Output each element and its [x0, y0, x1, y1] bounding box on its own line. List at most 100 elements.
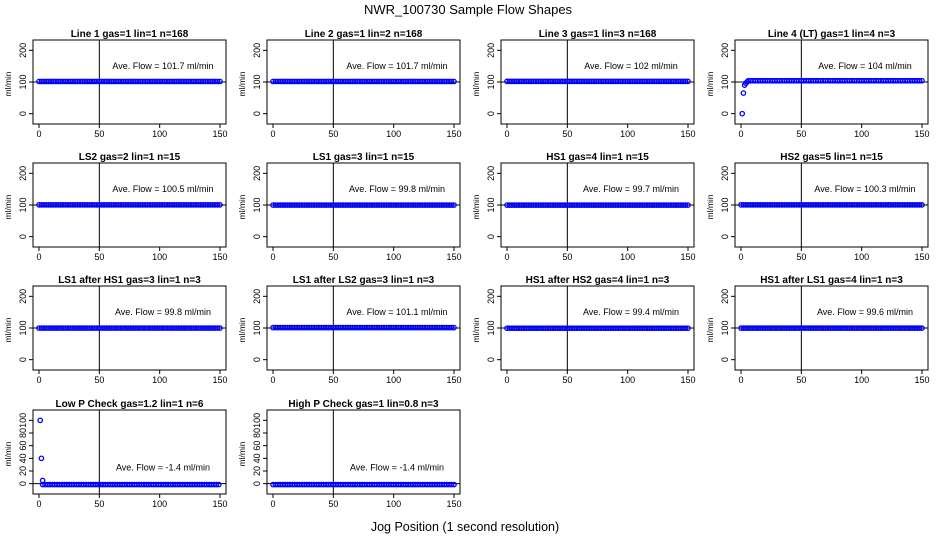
x-tick-label: 0	[270, 129, 275, 139]
x-tick-label: 0	[36, 129, 41, 139]
y-axis-label: ml/min	[705, 317, 715, 342]
average-flow-annotation: Ave. Flow = 100.5 ml/min	[112, 184, 213, 194]
x-tick-label: 150	[212, 252, 227, 262]
figure-xlabel: Jog Position (1 second resolution)	[371, 520, 559, 534]
y-tick-label: 0	[252, 234, 262, 239]
x-tick-label: 100	[620, 129, 635, 139]
panel-9: LS1 after HS1 gas=3 lin=1 n=3 0 100 200 0 50 1…	[3, 275, 228, 385]
x-tick-label: 50	[562, 129, 572, 139]
x-tick-label: 50	[94, 129, 104, 139]
figure-title: NWR_100730 Sample Flow Shapes	[364, 2, 573, 17]
y-tick-label: 200	[18, 289, 28, 304]
x-tick-label: 100	[152, 499, 167, 509]
x-tick-label: 0	[270, 375, 275, 385]
x-tick-label: 100	[854, 129, 869, 139]
data-point	[685, 202, 691, 208]
y-tick-label: 200	[18, 43, 28, 58]
y-axis-label: ml/min	[471, 194, 481, 219]
x-tick-label: 100	[152, 129, 167, 139]
y-tick-label: 100	[252, 197, 262, 212]
y-axis-label: ml/min	[3, 71, 13, 96]
data-point	[214, 201, 221, 208]
x-tick-label: 100	[386, 129, 401, 139]
y-tick-label: 0	[486, 111, 496, 116]
y-tick-label: 80	[18, 428, 28, 438]
x-tick-label: 150	[212, 129, 227, 139]
x-tick-label: 0	[504, 375, 509, 385]
average-flow-annotation: Ave. Flow = 99.4 ml/min	[583, 307, 679, 317]
x-tick-label: 50	[328, 499, 338, 509]
x-tick-label: 150	[680, 375, 695, 385]
x-tick-label: 50	[562, 252, 572, 262]
average-flow-annotation: Ave. Flow = 99.6 ml/min	[817, 307, 913, 317]
data-point	[448, 78, 455, 85]
panel-title: LS1 after LS2 gas=3 lin=1 n=3	[293, 275, 435, 286]
x-tick-label: 0	[270, 252, 275, 262]
data-point	[215, 481, 222, 488]
y-axis-label: ml/min	[3, 194, 13, 219]
data-point	[451, 481, 457, 488]
average-flow-annotation: Ave. Flow = -1.4 ml/min	[116, 463, 210, 473]
x-tick-label: 50	[796, 129, 806, 139]
x-tick-label: 150	[914, 129, 929, 139]
data-point	[214, 78, 221, 85]
y-axis-label: ml/min	[705, 194, 715, 219]
panel-title: HS1 after LS1 gas=4 lin=1 n=3	[760, 275, 903, 286]
panel-2: Line 2 gas=1 lin=2 n=168 0 100 200 0 50 100 150…	[237, 29, 462, 139]
x-tick-label: 150	[212, 499, 227, 509]
panel-6: LS1 gas=3 lin=1 n=15 0 100 200 0 50 100 150 ml/m…	[237, 152, 462, 262]
data-point	[451, 324, 457, 331]
panel-3: Line 3 gas=1 lin=3 n=168 0 100 200 0 50 100 150…	[471, 29, 696, 139]
panel-5: LS2 gas=2 lin=1 n=15 0 100 200 0 50 100 150 ml/m…	[3, 152, 228, 262]
data-point	[38, 455, 45, 462]
panel-12: HS1 after LS1 gas=4 lin=1 n=3 0 100 200 0 50 1…	[705, 275, 930, 385]
y-tick-label: 100	[252, 320, 262, 335]
y-tick-label: 20	[18, 466, 28, 476]
x-tick-label: 150	[446, 375, 461, 385]
y-tick-label: 60	[18, 441, 28, 451]
data-point	[685, 78, 691, 85]
x-tick-label: 50	[94, 375, 104, 385]
data-point	[682, 78, 689, 85]
average-flow-annotation: Ave. Flow = 104 ml/min	[818, 61, 912, 71]
y-tick-label: 100	[720, 74, 730, 89]
data-point	[739, 110, 746, 117]
x-tick-label: 100	[854, 252, 869, 262]
x-tick-label: 0	[738, 252, 743, 262]
panel-title: High P Check gas=1 lin=0.8 n=3	[288, 399, 439, 410]
y-tick-label: 200	[720, 289, 730, 304]
average-flow-annotation: Ave. Flow = 101.7 ml/min	[112, 61, 213, 71]
data-point	[919, 202, 925, 208]
data-point	[448, 202, 455, 208]
data-point	[742, 80, 749, 87]
panel-title: Line 2 gas=1 lin=2 n=168	[305, 29, 423, 40]
data-point	[214, 325, 221, 331]
x-tick-label: 100	[854, 375, 869, 385]
x-tick-label: 50	[94, 499, 104, 509]
y-tick-label: 0	[720, 234, 730, 239]
x-tick-label: 150	[680, 129, 695, 139]
y-axis-label: ml/min	[705, 71, 715, 96]
y-tick-label: 0	[18, 111, 28, 116]
panel-10: LS1 after LS2 gas=3 lin=1 n=3 0 100 200 0 50 1…	[237, 275, 462, 385]
x-tick-label: 0	[270, 499, 275, 509]
panel-title: Low P Check gas=1.2 lin=1 n=6	[56, 399, 204, 410]
x-tick-label: 50	[94, 252, 104, 262]
y-tick-label: 40	[252, 453, 262, 463]
y-tick-label: 100	[252, 413, 262, 428]
panel-title: LS2 gas=2 lin=1 n=15	[79, 152, 181, 163]
data-point	[916, 325, 923, 331]
y-axis-label: ml/min	[3, 317, 13, 342]
y-tick-label: 0	[252, 111, 262, 116]
data-point	[919, 325, 925, 331]
x-tick-label: 100	[152, 252, 167, 262]
panel-7: HS1 gas=4 lin=1 n=15 0 100 200 0 50 100 150 ml/m…	[471, 152, 696, 262]
y-tick-label: 100	[486, 320, 496, 335]
data-point	[448, 324, 455, 331]
y-tick-label: 20	[252, 466, 262, 476]
panel-1: Line 1 gas=1 lin=1 n=168 0 100 200 0 50 100 150…	[3, 29, 228, 139]
panel-title: LS1 gas=3 lin=1 n=15	[313, 152, 415, 163]
x-tick-label: 150	[914, 252, 929, 262]
